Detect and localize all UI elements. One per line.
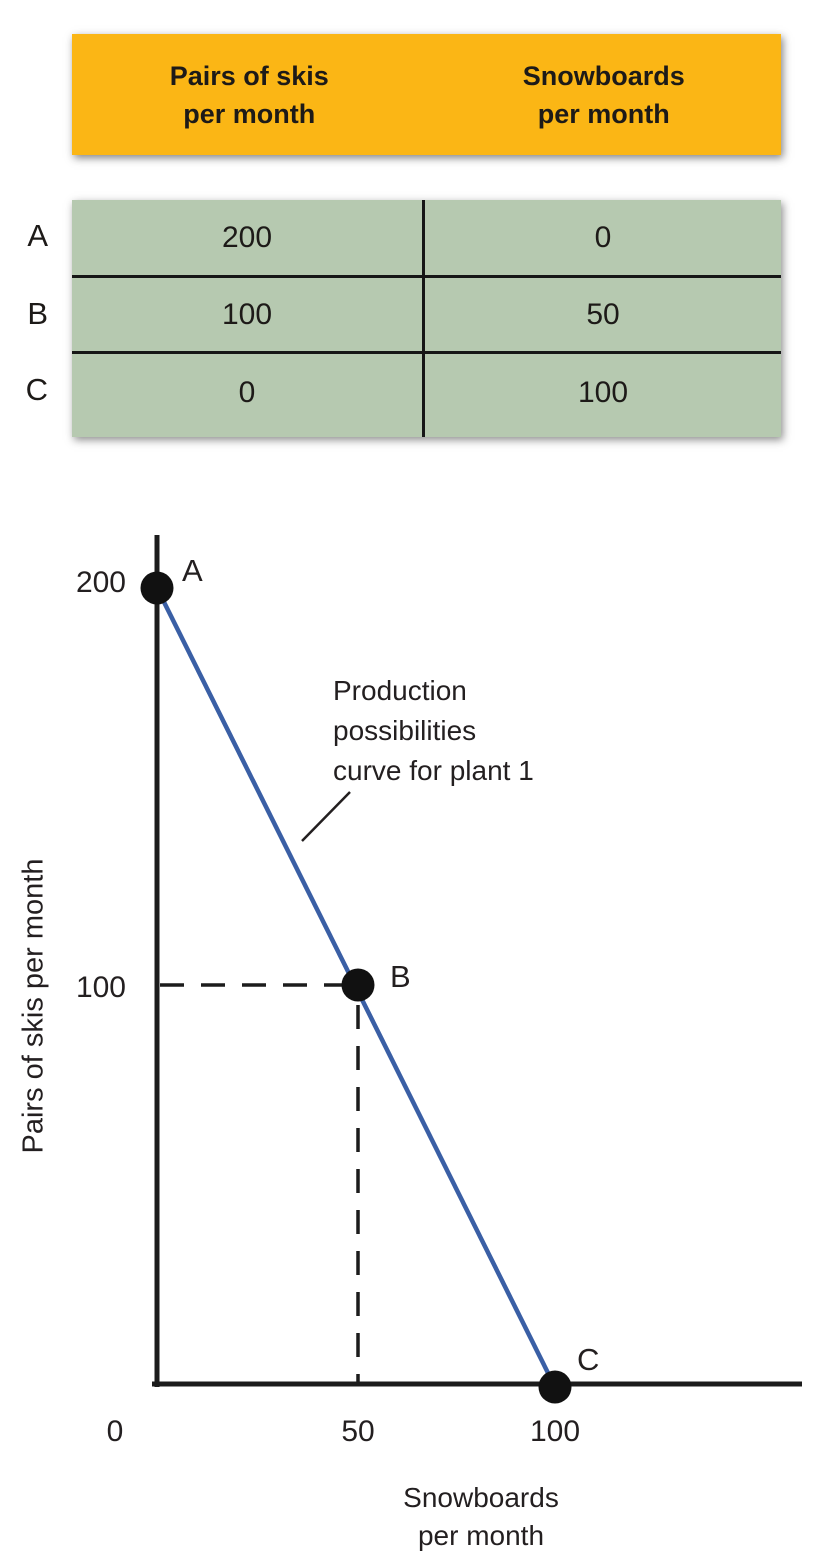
table-col-header-skis: Pairs of skis per month xyxy=(169,60,329,129)
annotation-leader-line xyxy=(301,791,351,842)
x-tick-0: 0 xyxy=(107,1415,124,1448)
y-axis-title: Pairs of skis per month xyxy=(17,858,50,1154)
cell-a-snowboards: 0 xyxy=(594,220,612,254)
cell-b-skis: 100 xyxy=(72,278,425,351)
table-header: Pairs of skis per month Snowboards per m… xyxy=(72,34,781,155)
y-tick-100: 100 xyxy=(76,971,126,1004)
point-c xyxy=(538,1370,572,1404)
table-row: 200 0 xyxy=(72,200,781,275)
table-row-label-c: C xyxy=(25,372,48,407)
cell-c-snowboards: 100 xyxy=(577,376,629,409)
table-row-label-a: A xyxy=(27,218,48,253)
point-c-label: C xyxy=(577,1342,599,1377)
table-row: 100 50 xyxy=(72,275,781,351)
y-tick-200: 200 xyxy=(76,566,126,599)
cell-b-snowboards: 50 xyxy=(586,297,620,331)
table-row-label-b: B xyxy=(27,296,48,331)
point-b xyxy=(341,968,375,1002)
table-body: 200 0 100 50 0 100 xyxy=(72,200,781,437)
cell-c-skis: 0 xyxy=(72,354,425,437)
point-a-label: A xyxy=(182,553,203,588)
x-axis-title: Snowboards per month xyxy=(403,1482,559,1551)
point-b-label: B xyxy=(390,959,411,994)
table-col-header-snowboards: Snowboards per month xyxy=(522,60,685,129)
x-tick-100: 100 xyxy=(530,1415,580,1448)
point-a xyxy=(140,571,174,605)
curve-annotation: Production possibilities curve for plant… xyxy=(333,675,534,786)
table-row: 0 100 xyxy=(72,351,781,437)
cell-a-skis: 200 xyxy=(72,200,425,275)
x-tick-50: 50 xyxy=(341,1415,374,1448)
